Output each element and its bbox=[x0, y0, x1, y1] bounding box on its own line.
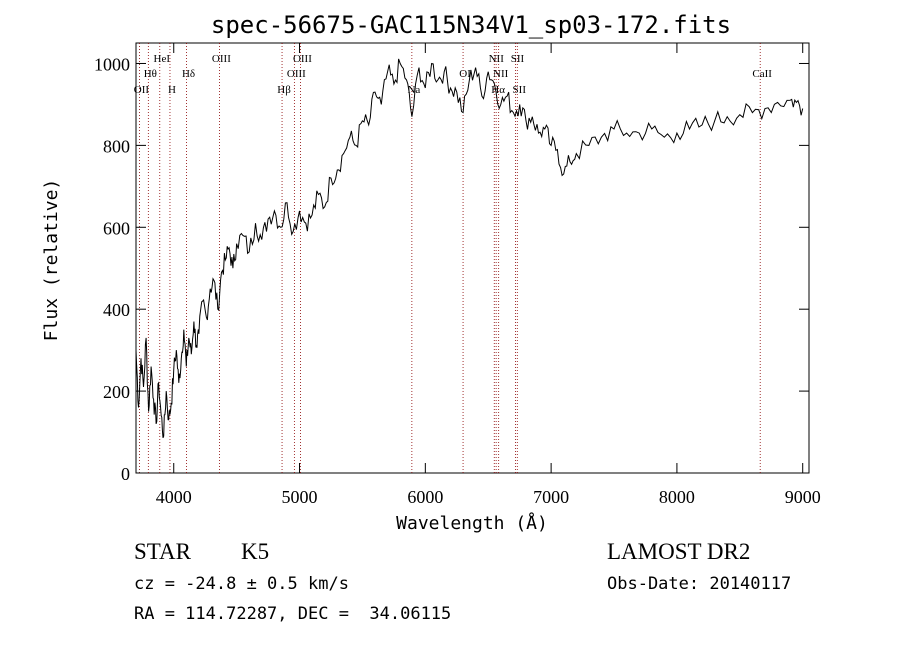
x-tick-label-2: 6000 bbox=[407, 487, 443, 507]
line-label-13: NII bbox=[493, 68, 509, 80]
line-label-0: OII bbox=[134, 84, 150, 96]
line-label-15: SII bbox=[513, 84, 527, 96]
y-tick-label-5: 1000 bbox=[94, 54, 130, 74]
object-class: STAR bbox=[134, 539, 191, 564]
y-tick-label-2: 400 bbox=[103, 300, 130, 320]
x-tick-label-3: 7000 bbox=[533, 487, 569, 507]
y-tick-label-4: 800 bbox=[103, 136, 130, 156]
line-label-7: OIII bbox=[287, 68, 306, 80]
line-label-3: H bbox=[168, 84, 176, 96]
y-tick-label-1: 200 bbox=[103, 382, 130, 402]
survey-name: LAMOST DR2 bbox=[607, 539, 751, 564]
plot-frame bbox=[135, 42, 810, 474]
object-subclass: K5 bbox=[241, 539, 270, 564]
x-tick-label-5: 9000 bbox=[785, 487, 821, 507]
line-label-2: HeI bbox=[154, 53, 171, 65]
ra-dec: RA = 114.72287, DEC = 34.06115 bbox=[134, 604, 452, 624]
line-label-9: Na bbox=[407, 84, 420, 96]
x-tick-label-4: 8000 bbox=[659, 487, 695, 507]
chart-title: spec-56675-GAC115N34V1_sp03-172.fits bbox=[211, 11, 731, 39]
y-axis: 0 200 400 600 800 1000 bbox=[94, 54, 809, 484]
line-label-6: Hβ bbox=[277, 84, 291, 96]
emission-line-markers bbox=[138, 43, 761, 473]
redshift-velocity: cz = -24.8 ± 0.5 km/s bbox=[134, 574, 349, 594]
y-tick-label-0: 0 bbox=[121, 464, 130, 484]
spectrum-line bbox=[135, 58, 804, 438]
x-axis: 4000 5000 6000 7000 8000 9000 bbox=[156, 43, 821, 507]
line-label-11: NII bbox=[489, 53, 505, 65]
x-tick-label-0: 4000 bbox=[156, 487, 192, 507]
line-label-10: OI bbox=[459, 68, 471, 80]
y-axis-label: Flux (relative) bbox=[41, 179, 62, 342]
line-label-12: Hα bbox=[491, 84, 505, 96]
line-label-16: CaII bbox=[752, 68, 772, 80]
observation-date: Obs-Date: 20140117 bbox=[607, 574, 792, 594]
x-tick-label-1: 5000 bbox=[282, 487, 318, 507]
emission-line-labels: OIIHθHeIHHδOIIIHβOIIIOIIINaOINIIHαNIISII… bbox=[134, 53, 773, 96]
line-label-8: OIII bbox=[293, 53, 312, 65]
x-axis-label: Wavelength (Å) bbox=[396, 512, 548, 534]
line-label-1: Hθ bbox=[144, 68, 157, 80]
line-label-4: Hδ bbox=[182, 68, 195, 80]
line-label-5: OIII bbox=[212, 53, 231, 65]
y-tick-label-3: 600 bbox=[103, 218, 130, 238]
line-label-14: SII bbox=[511, 53, 525, 65]
